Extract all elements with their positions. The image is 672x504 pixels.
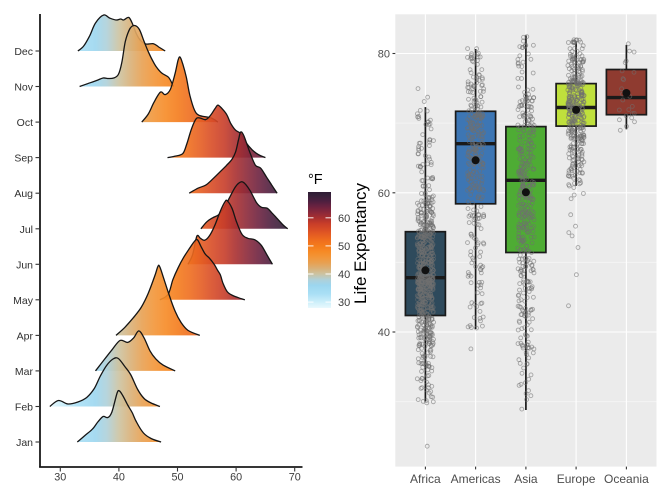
svg-text:40: 40 [113, 472, 125, 484]
svg-text:°F: °F [308, 172, 323, 188]
svg-text:Europe: Europe [557, 472, 596, 486]
svg-text:80: 80 [378, 49, 390, 61]
svg-text:40: 40 [378, 327, 390, 339]
svg-text:Mar: Mar [15, 366, 34, 378]
svg-text:Oct: Oct [17, 117, 33, 129]
svg-text:Africa: Africa [410, 472, 441, 486]
svg-text:50: 50 [338, 241, 350, 253]
svg-text:Feb: Feb [15, 402, 33, 414]
svg-text:Oceania: Oceania [604, 472, 649, 486]
svg-text:60: 60 [338, 213, 350, 225]
svg-text:60: 60 [378, 188, 390, 200]
svg-text:60: 60 [230, 472, 242, 484]
svg-text:Dec: Dec [14, 46, 33, 58]
svg-text:70: 70 [289, 472, 301, 484]
svg-text:50: 50 [171, 472, 183, 484]
svg-text:Nov: Nov [14, 82, 33, 94]
svg-text:Sep: Sep [14, 153, 33, 165]
svg-text:Aug: Aug [14, 188, 33, 200]
svg-text:Jul: Jul [20, 224, 33, 236]
svg-text:Life Expentancy: Life Expentancy [351, 183, 370, 304]
svg-text:Jan: Jan [16, 437, 33, 449]
svg-text:40: 40 [338, 269, 350, 281]
svg-text:Jun: Jun [16, 259, 33, 271]
svg-text:30: 30 [338, 297, 350, 309]
svg-text:Asia: Asia [514, 472, 538, 486]
svg-text:Apr: Apr [17, 330, 34, 342]
svg-text:Americas: Americas [451, 472, 501, 486]
svg-text:May: May [13, 295, 34, 307]
svg-text:30: 30 [54, 472, 66, 484]
